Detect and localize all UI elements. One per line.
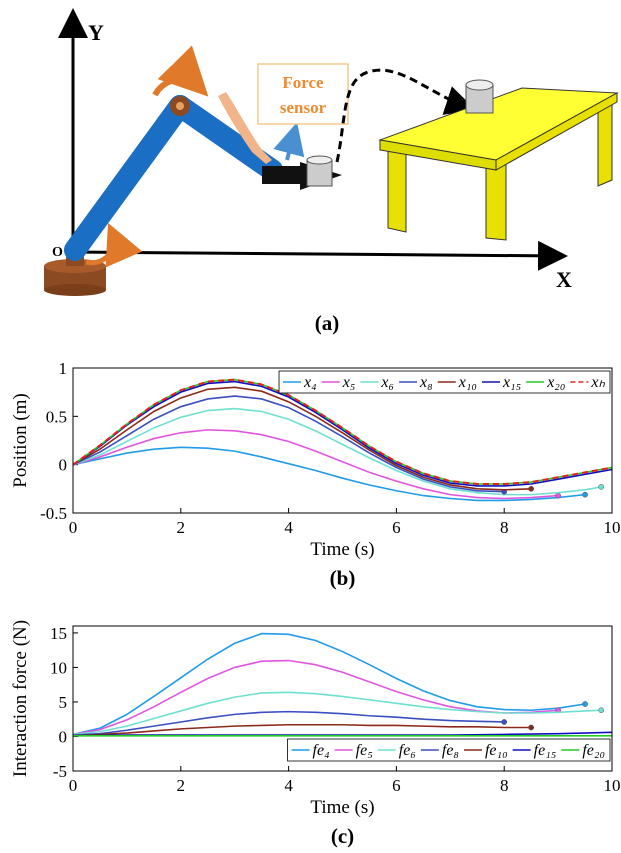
x-tick-label: 2: [177, 776, 186, 795]
legend-label: x₅: [342, 374, 356, 391]
legend: fe₄ fe₅ fe₆ fe₈ fe₁₀ fe₁₅ fe₂₀: [288, 739, 610, 761]
rotation-arrow: [155, 80, 200, 95]
end-marker: [582, 492, 587, 497]
diagram: Y X O Force sensor (a): [44, 14, 617, 335]
x-axis-label: Time (s): [310, 797, 374, 818]
y-tick-label: 10: [50, 658, 67, 677]
legend-label: x₁₀: [458, 374, 477, 391]
y-tick-label: -5: [53, 762, 67, 781]
legend-label: x₁₅: [502, 374, 521, 391]
x-tick-label: 8: [500, 776, 509, 795]
legend-label: fe₆: [399, 742, 416, 759]
grasped-cup-top: [307, 156, 332, 164]
x-tick-label: 6: [392, 518, 401, 537]
sensor-label: sensor: [280, 98, 327, 117]
joint-center: [176, 102, 184, 110]
target-cup-top: [466, 80, 493, 90]
end-effector: [262, 166, 302, 184]
caption: (c): [331, 824, 354, 848]
sensor-label: Force: [282, 73, 324, 92]
x-tick-label: 4: [284, 776, 293, 795]
legend-label: fe₂₀: [582, 742, 605, 759]
x-tick-label: 2: [177, 518, 186, 537]
figure: Y X O Force sensor (a) 0246810-0.500.51T…: [0, 0, 621, 853]
end-marker: [599, 484, 604, 489]
table: [380, 88, 617, 240]
y-axis-label: Position (m): [10, 393, 31, 487]
legend-label: fe₈: [442, 742, 459, 759]
x-tick-label: 4: [284, 518, 293, 537]
y-tick-label: 5: [59, 693, 68, 712]
end-marker: [529, 486, 534, 491]
x-tick-label: 10: [604, 776, 621, 795]
x-tick-label: 0: [69, 518, 78, 537]
end-marker: [582, 701, 587, 706]
caption: (a): [315, 311, 340, 335]
x-tick-label: 6: [392, 776, 401, 795]
end-marker: [556, 493, 561, 498]
x-tick-label: 0: [69, 776, 78, 795]
force-arrow: [287, 130, 295, 160]
x-axis-arrow: [73, 252, 562, 256]
y-tick-label: 0.5: [46, 407, 67, 426]
y-tick-label: 1: [59, 359, 68, 378]
x-axis-label: Time (s): [310, 539, 374, 560]
x-tick-label: 10: [604, 518, 621, 537]
y-tick-label: 0: [59, 727, 68, 746]
legend-label: fe₄: [313, 742, 330, 759]
y-tick-label: 15: [50, 624, 67, 643]
axis-label-y: Y: [88, 20, 104, 45]
legend-label: x₂₀: [546, 374, 565, 391]
legend-label: x₄: [303, 374, 317, 391]
legend-label: fe₁₅: [534, 742, 557, 759]
legend-label: fe₁₀: [485, 742, 508, 759]
figure-canvas: Y X O Force sensor (a) 0246810-0.500.51T…: [0, 0, 621, 853]
y-axis-label: Interaction force (N): [10, 620, 31, 777]
legend-label: x₈: [419, 374, 433, 391]
origin-label: O: [52, 245, 63, 260]
axis-label-x: X: [556, 267, 572, 292]
x-tick-label: 8: [500, 518, 509, 537]
legend-label: x₆: [380, 374, 394, 391]
y-tick-label: -0.5: [40, 504, 67, 523]
end-marker: [502, 719, 507, 724]
robot-link-1: [75, 106, 180, 250]
y-tick-label: 0: [59, 456, 68, 475]
legend-label: xₕ: [590, 374, 605, 391]
end-marker: [599, 708, 604, 713]
end-marker: [529, 725, 534, 730]
legend-label: fe₅: [356, 742, 373, 759]
legend: x₄ x₅ x₆ x₈ x₁₀ x₁₅ x₂₀ xₕ: [279, 371, 610, 393]
caption: (b): [330, 566, 356, 590]
